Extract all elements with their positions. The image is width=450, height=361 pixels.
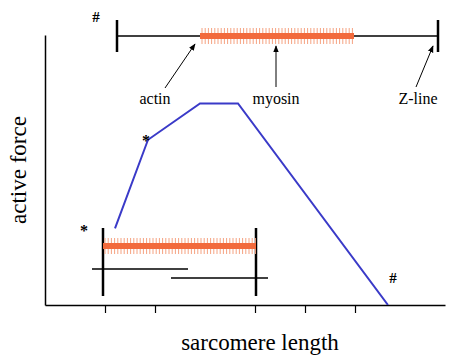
annotation-arrow [165,44,195,88]
actin-label: actin [139,90,170,107]
x-tick [155,305,156,313]
actin-filament [117,35,200,37]
long-sarcomere-marker: # [92,9,100,25]
chart-svg: sarcomere length active force # actin myosin… [0,0,450,361]
short-sarcomere-marker: * [80,222,88,239]
annotation-arrow [416,46,433,87]
x-axis [46,305,446,313]
myosin-filament [200,33,354,39]
x-tick-mark [355,305,356,313]
z-line-label: Z-line [398,90,437,107]
z-line [255,228,258,296]
x-tick [305,305,306,313]
force-line [115,104,388,305]
sarcomere-diagrams [92,20,438,296]
chart-container: sarcomere length active force # actin myosin… [0,0,450,361]
x-axis-title: sarcomere length [181,330,339,355]
x-tick-mark [155,305,156,313]
curve-end-marker: # [389,270,397,286]
myosin-label: myosin [252,90,299,108]
y-axis [45,36,46,306]
plot-area [115,104,388,305]
x-tick [255,305,256,313]
x-tick-mark [105,305,106,313]
x-tick-mark [305,305,306,313]
y-axis-title: active force [6,116,31,224]
annotation-arrow [276,46,277,87]
x-tick [105,305,106,313]
actin-filament [92,268,188,270]
curve-marker: * [142,132,150,149]
actin-filament [354,35,438,37]
z-line [102,228,105,296]
actin-filament [171,277,268,279]
myosin-filament [103,243,256,249]
x-tick [355,305,356,313]
x-tick-mark [255,305,256,313]
y-axis-line [45,36,47,306]
